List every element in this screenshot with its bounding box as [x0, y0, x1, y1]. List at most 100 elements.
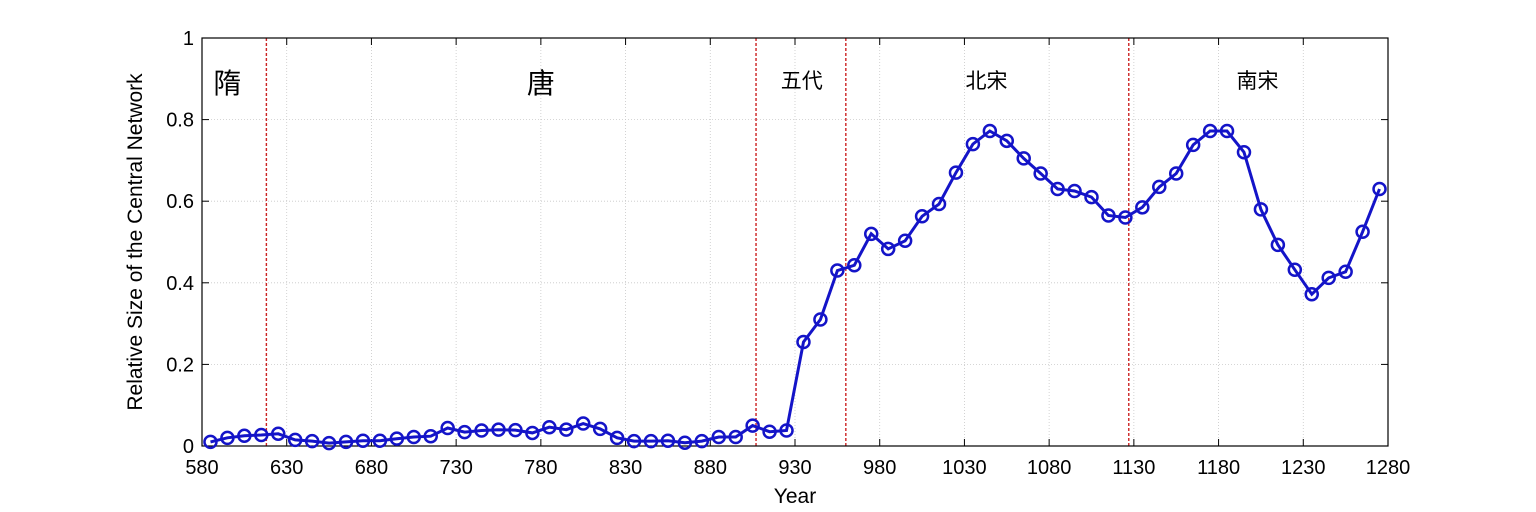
x-tick-label: 680 — [355, 457, 388, 479]
data-point — [406, 429, 422, 445]
data-point — [321, 435, 337, 451]
data-point — [660, 433, 676, 448]
data-point — [254, 427, 269, 443]
data-point — [220, 430, 235, 446]
data-point — [863, 226, 879, 242]
data-point — [1152, 179, 1167, 195]
era-label: 北宋 — [965, 69, 1007, 93]
data-point — [1084, 189, 1099, 205]
data-point — [1185, 137, 1201, 153]
era-label: 五代 — [781, 69, 823, 93]
data-point — [575, 416, 591, 431]
data-point — [1202, 123, 1218, 139]
data-point — [1372, 181, 1387, 197]
y-tick-label: 0.8 — [166, 110, 194, 132]
x-tick-label: 1080 — [1027, 457, 1072, 479]
data-point — [237, 428, 252, 444]
data-point — [1033, 166, 1048, 181]
x-tick-label: 980 — [863, 457, 896, 479]
data-point — [745, 418, 760, 433]
data-point — [1168, 166, 1184, 181]
data-point — [897, 233, 913, 249]
axis-ticks — [201, 37, 1389, 447]
data-point — [525, 425, 540, 441]
data-point — [796, 334, 811, 350]
y-axis-label: Relative Size of the Central Network — [124, 73, 147, 411]
data-point — [1253, 202, 1269, 217]
data-point — [423, 428, 438, 444]
x-axis-label: Year — [774, 485, 816, 508]
x-tick-label: 880 — [694, 457, 727, 479]
data-point — [1287, 262, 1303, 277]
y-tick-label: 0 — [183, 436, 194, 458]
data-point — [711, 429, 727, 445]
data-point — [643, 433, 659, 449]
data-point — [1067, 183, 1082, 199]
x-tick-label: 930 — [778, 457, 811, 479]
era-dividers — [265, 38, 1130, 446]
data-point — [304, 433, 320, 449]
data-point — [999, 133, 1015, 149]
data-point — [270, 426, 286, 442]
era-labels: 隋 唐 五代 北宋 南宋 — [213, 67, 1278, 100]
x-tick-label: 630 — [270, 457, 303, 479]
grid — [202, 38, 1388, 446]
x-tick-labels: 580 630 680 730 780 830 880 930 980 1030 1080 1130 1… — [185, 457, 1410, 479]
data-points — [203, 123, 1387, 451]
data-point — [982, 123, 998, 139]
data-point — [965, 136, 981, 152]
era-label: 隋 — [213, 67, 241, 100]
x-tick-label: 1030 — [942, 457, 987, 479]
data-point — [931, 196, 947, 212]
data-point — [830, 263, 845, 278]
data-point — [338, 434, 354, 450]
era-label: 唐 — [527, 67, 555, 100]
data-point — [914, 209, 930, 224]
data-point — [440, 420, 455, 436]
data-point — [203, 434, 218, 450]
data-point — [355, 433, 371, 448]
x-tick-label: 730 — [439, 457, 472, 479]
y-tick-label: 0.2 — [166, 354, 194, 376]
data-point — [457, 424, 472, 440]
y-tick-labels: 0 0.2 0.4 0.6 0.8 1 — [166, 28, 194, 458]
data-point — [677, 435, 693, 450]
y-tick-label: 0.4 — [166, 273, 194, 295]
data-point — [609, 430, 625, 446]
y-tick-label: 0.6 — [166, 191, 194, 213]
x-tick-label: 830 — [609, 457, 642, 479]
data-point — [508, 422, 523, 438]
data-point — [559, 422, 574, 437]
data-point — [694, 433, 710, 449]
series-line — [210, 129, 1381, 445]
data-point — [287, 432, 303, 448]
data-point — [1016, 151, 1031, 166]
data-point — [372, 433, 388, 448]
data-point — [592, 421, 608, 437]
data-point — [626, 433, 642, 449]
data-point — [779, 423, 794, 438]
data-point — [1219, 123, 1235, 139]
data-point — [813, 312, 828, 327]
data-point — [880, 241, 896, 257]
x-tick-label: 1280 — [1366, 457, 1411, 479]
data-point — [847, 258, 862, 273]
data-point — [948, 165, 964, 180]
data-point — [1050, 181, 1065, 197]
data-point — [491, 422, 506, 437]
x-tick-label: 780 — [524, 457, 557, 479]
data-point — [1118, 210, 1133, 225]
data-point — [762, 424, 777, 439]
data-point — [1355, 224, 1370, 240]
x-tick-label: 580 — [185, 457, 218, 479]
data-point — [1304, 286, 1320, 302]
data-point — [728, 429, 743, 445]
data-point — [1101, 208, 1116, 223]
x-tick-label: 1180 — [1197, 457, 1240, 479]
data-point — [474, 423, 489, 438]
data-point — [1135, 200, 1150, 215]
era-label: 南宋 — [1237, 69, 1279, 93]
data-point — [389, 431, 405, 446]
x-tick-label: 1130 — [1112, 457, 1155, 479]
